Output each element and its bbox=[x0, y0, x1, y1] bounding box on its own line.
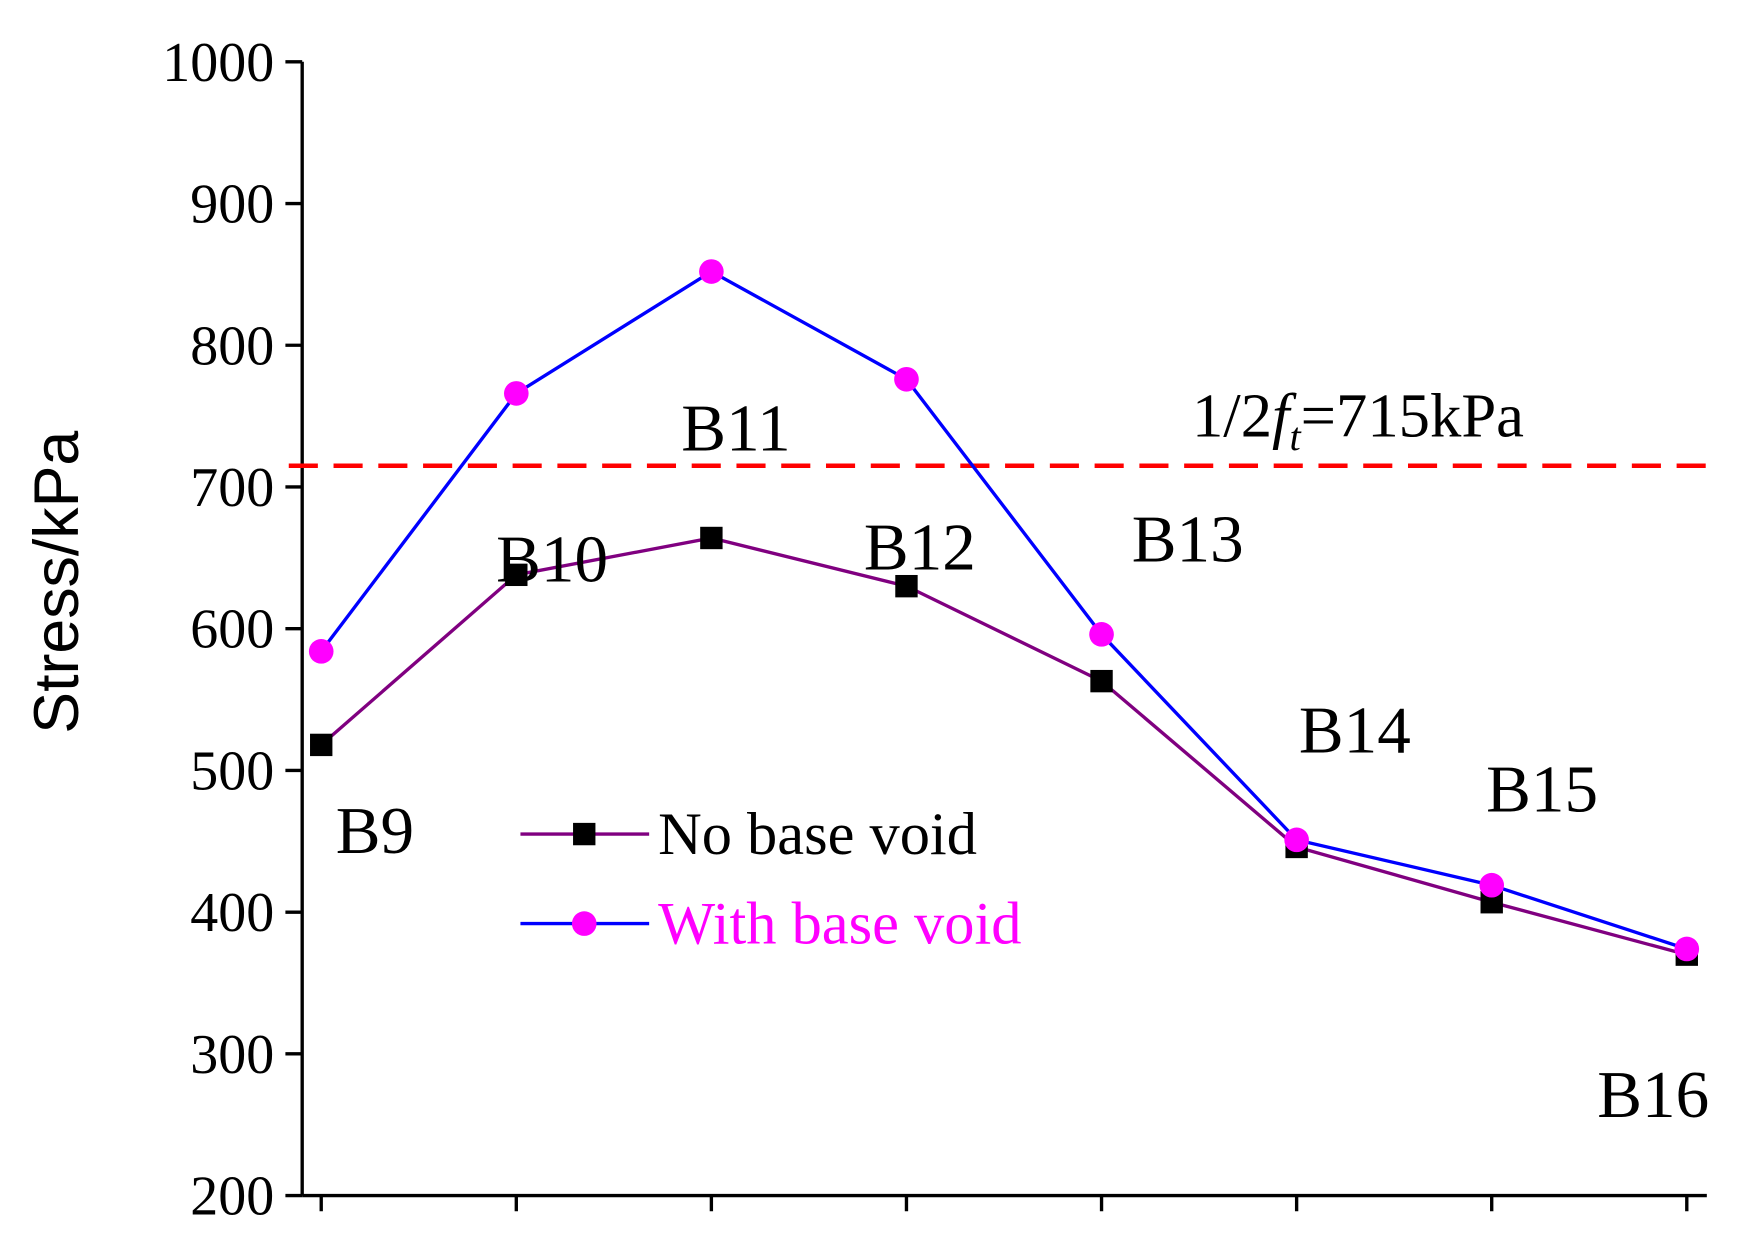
reference-label-prefix: 1/2 bbox=[1192, 381, 1272, 451]
y-tick-label: 700 bbox=[190, 457, 274, 519]
data-point bbox=[1480, 891, 1503, 914]
y-tick-label: 300 bbox=[190, 1024, 274, 1086]
data-point bbox=[310, 733, 333, 757]
reference-label-suffix: =715kPa bbox=[1301, 381, 1524, 451]
legend-label: No base void bbox=[658, 801, 977, 868]
category-label: B13 bbox=[1132, 502, 1244, 577]
legend-label: With base void bbox=[658, 891, 1021, 958]
y-tick-label: 500 bbox=[190, 740, 274, 802]
category-label: B16 bbox=[1597, 1057, 1709, 1132]
series-line bbox=[320, 536, 1688, 957]
category-label: B9 bbox=[336, 793, 414, 868]
data-point bbox=[503, 381, 529, 406]
y-axis-label: Stress/kPa bbox=[22, 431, 92, 734]
data-point bbox=[699, 259, 724, 284]
data-point bbox=[894, 366, 919, 392]
data-point bbox=[1284, 827, 1309, 853]
data-point bbox=[1090, 669, 1113, 693]
y-tick-label: 900 bbox=[190, 174, 274, 236]
data-point bbox=[700, 526, 723, 550]
y-tick-label: 200 bbox=[190, 1166, 274, 1228]
category-label: B11 bbox=[681, 391, 790, 466]
legend-marker bbox=[571, 911, 597, 936]
category-label: B15 bbox=[1486, 751, 1598, 826]
reference-label: 1/2ft=715kPa bbox=[1192, 381, 1524, 459]
data-point bbox=[308, 639, 334, 664]
y-tick-label: 1000 bbox=[162, 32, 274, 94]
category-label: B10 bbox=[496, 521, 608, 596]
series-line bbox=[319, 269, 1688, 951]
legend-marker bbox=[573, 822, 596, 846]
y-tick-label: 600 bbox=[190, 599, 274, 661]
data-point bbox=[1674, 936, 1700, 962]
data-point bbox=[1089, 622, 1114, 647]
reference-label-subscript: t bbox=[1289, 414, 1301, 459]
y-tick-label: 400 bbox=[190, 882, 274, 944]
category-label: B14 bbox=[1299, 693, 1411, 768]
data-point bbox=[895, 574, 918, 598]
data-point bbox=[505, 563, 528, 587]
data-point bbox=[1479, 872, 1505, 898]
y-tick-label: 800 bbox=[190, 315, 274, 377]
category-label: B12 bbox=[864, 510, 976, 585]
